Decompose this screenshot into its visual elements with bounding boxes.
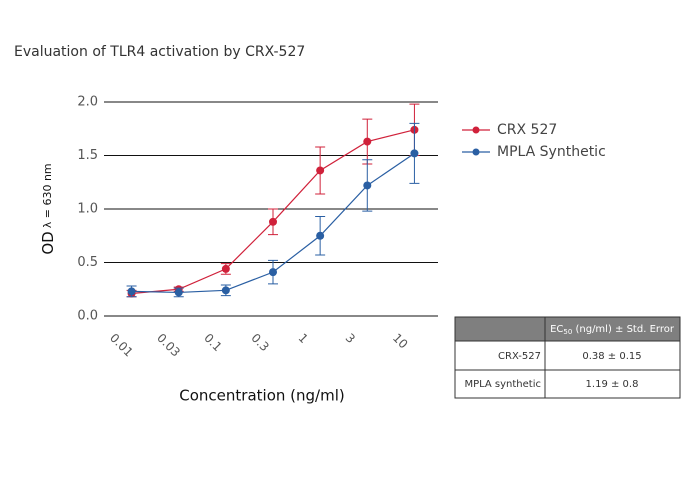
data-point [363, 137, 372, 146]
y-tick-label: 2.0 [77, 95, 98, 110]
table-header: EC50 (ng/ml) ± Std. Error [550, 324, 675, 336]
x-tick-label: 3 [343, 331, 358, 346]
data-point [410, 149, 419, 158]
x-tick-label: 10 [390, 331, 411, 352]
legend-marker [472, 126, 480, 134]
y-tick-label: 1.0 [77, 202, 98, 217]
header-text: EC [550, 324, 563, 335]
data-point [269, 268, 277, 277]
x-tick-label: 0.03 [154, 331, 183, 360]
data-point [221, 264, 230, 273]
table-cell: 0.38 ± 0.15 [582, 351, 641, 362]
y-tick-label: 1.5 [77, 148, 98, 163]
legend-label: CRX 527 [497, 122, 557, 138]
table-cell: MPLA synthetic [464, 379, 541, 390]
chart-title: Evaluation of TLR4 activation by CRX-527 [14, 44, 305, 60]
table-cell: 1.19 ± 0.8 [586, 379, 639, 390]
y-label-main: OD [39, 231, 57, 254]
y-axis-label: OD λ = 630 nm [39, 163, 57, 254]
data-point [363, 181, 372, 190]
x-tick-label: 1 [296, 331, 311, 346]
x-axis-label: Concentration (ng/ml) [179, 387, 344, 405]
ec50-table: EC50 (ng/ml) ± Std. Error CRX-527 0.38 ±… [454, 316, 681, 399]
x-tick-label: 0.1 [201, 331, 224, 354]
data-point [269, 217, 277, 226]
header-text: (ng/ml) ± Std. Error [572, 324, 675, 335]
data-point [127, 287, 136, 296]
data-point [316, 231, 325, 240]
y-label-sub: λ = 630 nm [41, 163, 54, 228]
y-tick-label: 0.5 [77, 255, 98, 270]
table-border [454, 316, 681, 399]
data-point [316, 166, 325, 175]
y-tick-label: 0.0 [77, 309, 98, 324]
x-tick-label: 0.01 [107, 331, 136, 360]
data-point [221, 286, 230, 295]
x-tick-label: 0.3 [248, 331, 271, 354]
legend-label: MPLA Synthetic [497, 144, 606, 160]
table-header-bg [455, 317, 680, 341]
data-point [174, 288, 183, 297]
legend-marker [472, 148, 480, 156]
header-sub: 50 [563, 328, 572, 336]
table-cell: CRX-527 [498, 351, 541, 362]
